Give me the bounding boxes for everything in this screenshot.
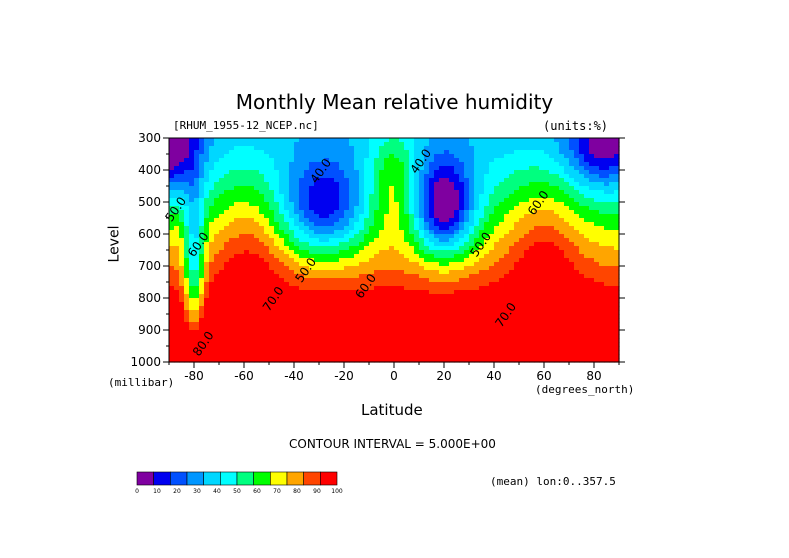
contour-interval-label: CONTOUR INTERVAL = 5.000E+00 xyxy=(289,437,496,451)
y-tick-label: 500 xyxy=(138,195,161,209)
x-tick-label: -40 xyxy=(284,369,304,383)
y-units-label: (millibar) xyxy=(108,376,175,389)
colorbar-swatch xyxy=(220,471,238,486)
colorbar-swatch xyxy=(303,471,321,486)
colorbar-swatch xyxy=(286,471,304,486)
colorbar-swatch xyxy=(236,471,254,486)
y-tick-label: 300 xyxy=(138,131,161,145)
y-tick-label: 600 xyxy=(138,227,161,241)
chart-title: Monthly Mean relative humidity xyxy=(235,90,554,114)
x-tick-label: 20 xyxy=(436,369,451,383)
y-tick-label: 400 xyxy=(138,163,161,177)
x-tick-label: -80 xyxy=(184,369,204,383)
colorbar-tick-label: 20 xyxy=(173,488,181,495)
colorbar-tick-label: 40 xyxy=(213,488,221,495)
colorbar-swatch xyxy=(320,471,338,486)
colorbar-swatch xyxy=(136,471,154,486)
colorbar-tick-label: 0 xyxy=(135,488,139,495)
x-tick-label: -60 xyxy=(234,369,254,383)
colorbar-tick-label: 80 xyxy=(293,488,301,495)
y-tick-label: 700 xyxy=(138,259,161,273)
y-axis-label: Level xyxy=(106,225,123,263)
y-tick-label: 800 xyxy=(138,291,161,305)
colorbar-tick-label: 90 xyxy=(313,488,321,495)
x-tick-label: 40 xyxy=(486,369,501,383)
colorbar-tick-label: 100 xyxy=(331,488,343,495)
colorbar-tick-label: 30 xyxy=(193,488,201,495)
y-tick-label: 900 xyxy=(138,323,161,337)
mean-label: (mean) lon:0..357.5 xyxy=(490,475,616,488)
colorbar-tick-label: 10 xyxy=(153,488,161,495)
units-label: (units:%) xyxy=(543,119,609,133)
x-axis-label: Latitude xyxy=(361,401,423,419)
colorbar-swatch xyxy=(186,471,204,486)
x-tick-label: 80 xyxy=(586,369,601,383)
colorbar-tick-label: 60 xyxy=(253,488,261,495)
colorbar-swatch xyxy=(170,471,188,486)
colorbar-tick-label: 50 xyxy=(233,488,241,495)
colorbar-swatch xyxy=(270,471,288,486)
colorbar-swatch xyxy=(153,471,171,486)
contour-fill xyxy=(169,138,620,363)
colorbar-tick-label: 70 xyxy=(273,488,281,495)
x-units-label: (degrees_north) xyxy=(535,383,635,396)
file-label: [RHUM_1955-12_NCEP.nc] xyxy=(173,119,319,132)
x-tick-label: -20 xyxy=(334,369,354,383)
x-tick-label: 0 xyxy=(390,369,398,383)
colorbar-swatch xyxy=(253,471,271,486)
colorbar-swatch xyxy=(203,471,221,486)
y-tick-label: 1000 xyxy=(130,355,161,369)
x-tick-label: 60 xyxy=(536,369,551,383)
